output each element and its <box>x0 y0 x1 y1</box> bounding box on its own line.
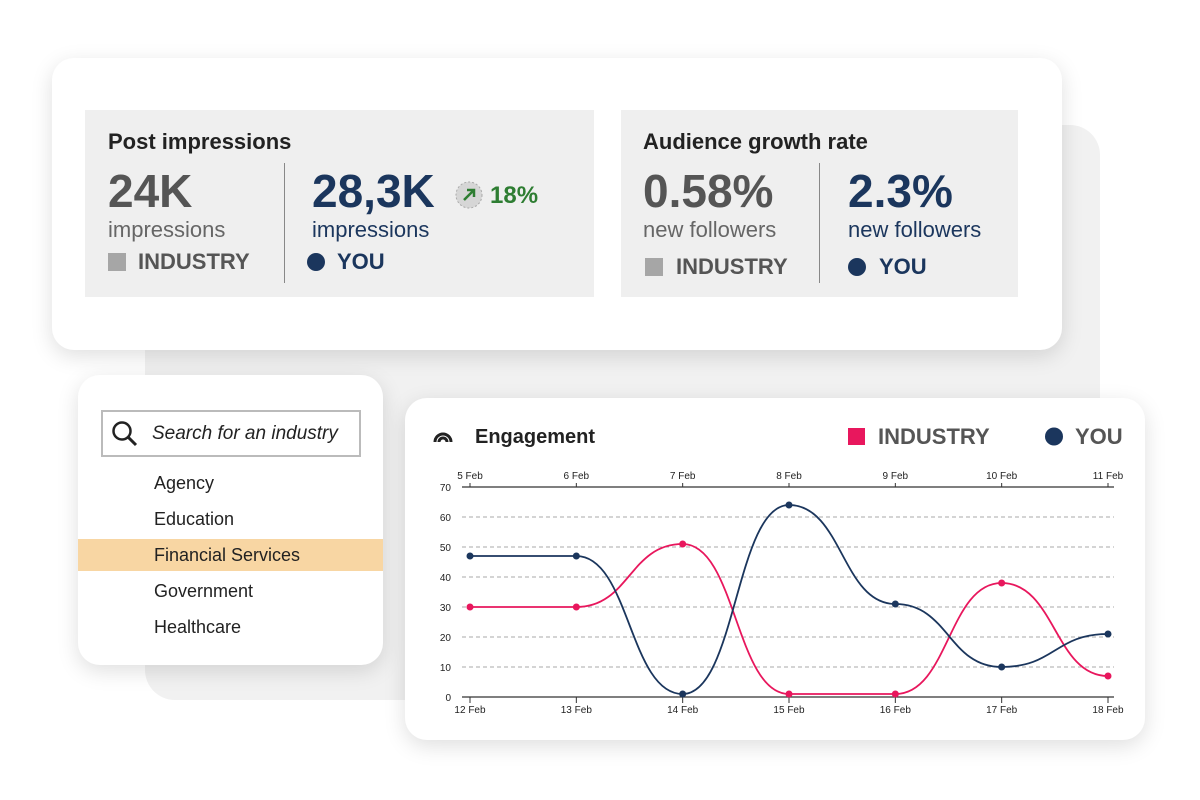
data-point <box>998 663 1006 671</box>
metric-unit: new followers <box>643 217 777 242</box>
industry-option[interactable]: Healthcare <box>154 617 242 637</box>
chart: Engagement 0 10 20 30 40 50 60 70 12 Feb 5 Feb 13 … <box>433 424 1124 716</box>
x-tick-label: 18 Feb <box>1092 705 1124 716</box>
chart-icon <box>433 432 453 443</box>
y-tick-label: 70 <box>440 483 452 494</box>
data-point <box>1104 672 1112 680</box>
data-point <box>785 690 793 698</box>
metric-value: 2.3% <box>848 165 953 217</box>
x-top-label: 9 Feb <box>883 471 909 482</box>
metric-value: 0.58% <box>643 165 774 217</box>
y-tick-label: 0 <box>445 693 451 704</box>
metric-unit: impressions <box>108 217 226 242</box>
legend-label: INDUSTRY <box>878 424 990 449</box>
legend-dot <box>307 253 325 271</box>
x-top-label: 11 Feb <box>1093 471 1124 482</box>
divider <box>819 163 820 283</box>
data-point <box>572 552 580 560</box>
legend-square <box>645 258 663 276</box>
x-top-label: 7 Feb <box>670 471 696 482</box>
legend-marker <box>1045 427 1063 446</box>
legend-label: YOU <box>1075 424 1123 449</box>
legend-label: YOU <box>879 254 927 279</box>
metric-unit: new followers <box>848 217 982 242</box>
legend-marker <box>848 428 865 445</box>
metric-box <box>85 110 594 297</box>
y-tick-label: 30 <box>440 603 452 614</box>
legend-label: YOU <box>337 249 385 274</box>
chart-title: Engagement <box>475 426 595 448</box>
series-line <box>469 504 1109 695</box>
data-point <box>1104 630 1112 638</box>
series-line <box>470 543 1109 695</box>
x-tick-label: 12 Feb <box>454 705 486 716</box>
y-tick-label: 40 <box>440 573 452 584</box>
search-card: Search for an industry Agency Education Fi… <box>78 375 383 665</box>
search-icon <box>112 421 138 447</box>
data-point <box>466 552 474 560</box>
metric-value: 24K <box>108 165 193 217</box>
x-top-label: 6 Feb <box>564 471 590 482</box>
y-tick-label: 20 <box>440 633 452 644</box>
search-input[interactable]: Search for an industry <box>101 410 361 457</box>
divider <box>284 163 285 283</box>
data-point <box>891 600 899 608</box>
industry-option[interactable]: Education <box>154 509 235 529</box>
legend-label: INDUSTRY <box>676 254 788 279</box>
y-tick-label: 50 <box>440 543 452 554</box>
industry-option[interactable]: Government <box>154 581 254 601</box>
data-point <box>998 579 1006 587</box>
data-point <box>679 690 687 698</box>
y-tick-label: 60 <box>440 513 452 524</box>
metric-title: Post impressions <box>108 129 292 154</box>
change-icon <box>455 181 483 209</box>
legend-label: INDUSTRY <box>138 249 250 274</box>
data-point <box>891 690 899 698</box>
metric-title: Audience growth rate <box>643 129 868 154</box>
metric-unit: impressions <box>312 217 430 242</box>
x-tick-label: 13 Feb <box>561 705 593 716</box>
x-tick-label: 14 Feb <box>667 705 699 716</box>
x-tick-label: 15 Feb <box>773 705 805 716</box>
legend-square <box>108 253 126 271</box>
chart-card: Engagement 0 10 20 30 40 50 60 70 12 Feb 5 Feb 13 … <box>405 398 1145 740</box>
industry-option[interactable]: Agency <box>154 473 215 493</box>
x-tick-label: 17 Feb <box>986 705 1018 716</box>
data-point <box>785 501 793 509</box>
y-tick-label: 10 <box>440 663 452 674</box>
legend-dot <box>848 258 866 276</box>
x-top-label: 8 Feb <box>776 471 802 482</box>
data-point <box>679 540 687 548</box>
x-top-label: 5 Feb <box>457 471 483 482</box>
search-placeholder: Search for an industry <box>152 423 338 444</box>
x-top-label: 10 Feb <box>986 471 1018 482</box>
data-point <box>572 603 580 611</box>
metric-value: 28,3K <box>312 165 435 217</box>
change-value: 18% <box>490 182 539 209</box>
data-point <box>466 603 474 611</box>
industry-option[interactable]: Financial Services <box>78 539 383 571</box>
x-tick-label: 16 Feb <box>880 705 912 716</box>
